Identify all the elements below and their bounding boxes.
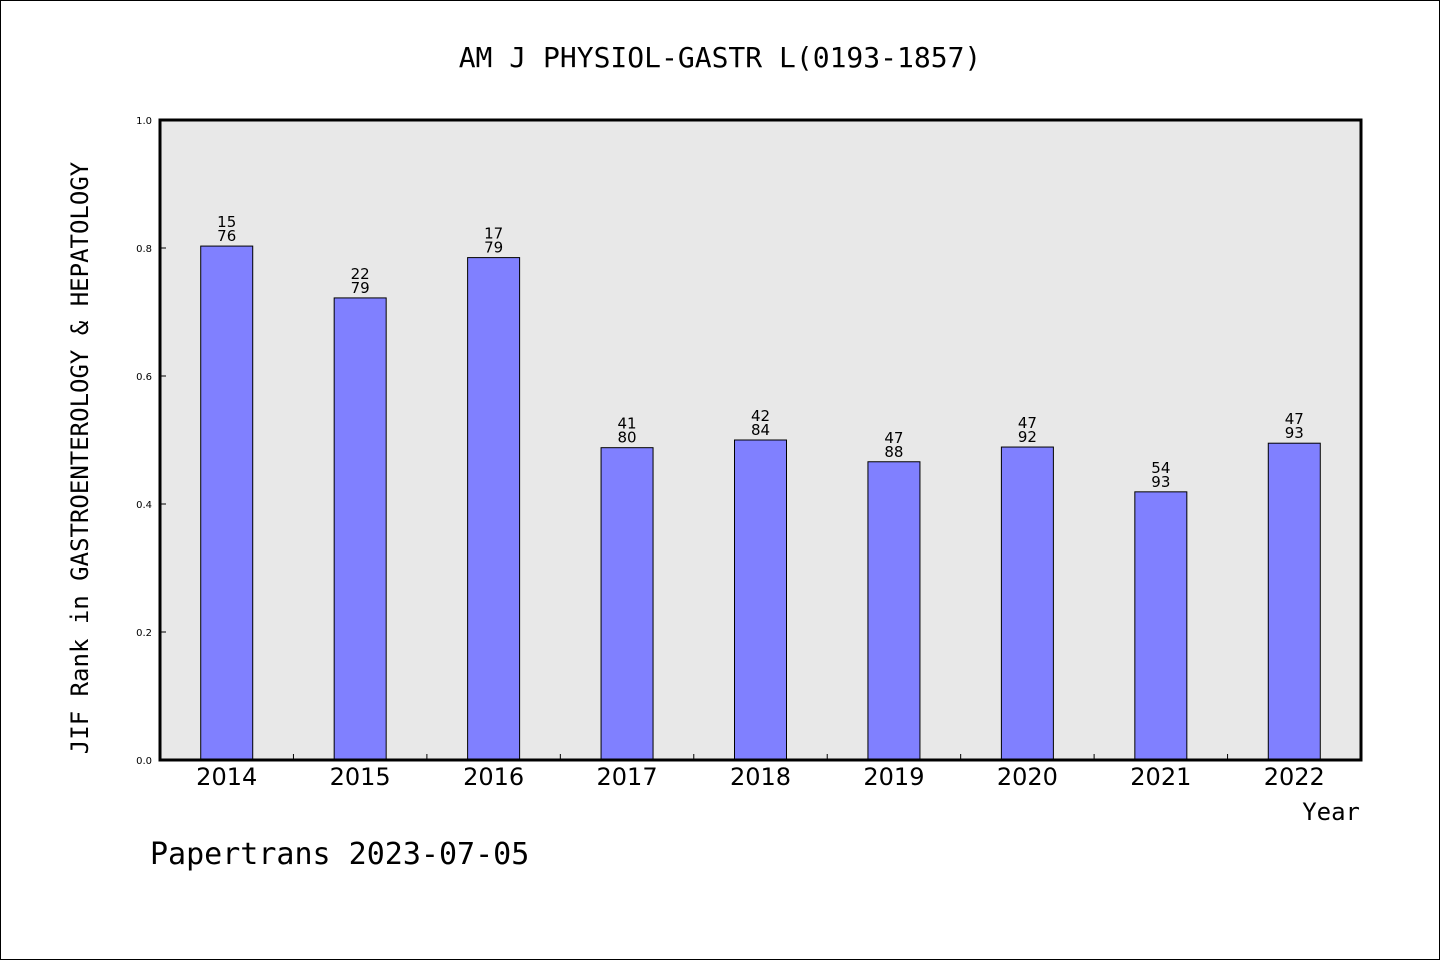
footer-date-stamp: Papertrans 2023-07-05 — [150, 837, 529, 872]
bar — [1134, 491, 1188, 761]
y-tick-label: 0.4 — [136, 500, 152, 511]
bar-label-rank: 41 — [618, 415, 637, 433]
bar-label-total: 84 — [751, 421, 770, 439]
bar-label-total: 93 — [1285, 424, 1304, 442]
bar-label-total: 80 — [618, 429, 637, 447]
x-tick-label: 2018 — [730, 763, 791, 791]
bar-label-rank: 15 — [217, 213, 236, 231]
x-tick-label: 2020 — [997, 763, 1058, 791]
y-tick-label: 0.6 — [136, 372, 152, 383]
plot-border — [158, 118, 1363, 762]
bar-label-rank: 42 — [751, 407, 770, 425]
bar — [467, 257, 521, 761]
bar — [734, 439, 787, 761]
x-axis-ticks: 2014 2015 2016 2017 2018 2019 2020 2021 2022 — [196, 754, 1325, 791]
bar-label-rank: 47 — [1285, 410, 1304, 428]
bar — [1267, 442, 1321, 761]
bar-label-rank: 47 — [884, 429, 903, 447]
bar-label-total: 88 — [884, 443, 903, 461]
bar — [600, 447, 654, 761]
bars — [200, 245, 1321, 761]
x-tick-label: 2016 — [463, 763, 524, 791]
y-tick-label: 0.0 — [136, 756, 152, 767]
bar — [333, 297, 387, 761]
bar-label-rank: 17 — [484, 225, 503, 243]
bar-label-total: 92 — [1018, 428, 1037, 446]
bar — [200, 245, 254, 761]
x-tick-label: 2022 — [1264, 763, 1325, 791]
y-tick-label: 1.0 — [136, 116, 152, 127]
bar-label-total: 79 — [484, 239, 503, 257]
x-tick-label: 2015 — [330, 763, 391, 791]
y-axis-title: JIF Rank in GASTROENTEROLOGY & HEPATOLOG… — [66, 161, 94, 754]
bar-label-total: 79 — [351, 279, 370, 297]
y-tick-label: 0.2 — [136, 628, 152, 639]
bar-label-rank: 22 — [351, 265, 370, 283]
x-tick-label: 2021 — [1130, 763, 1191, 791]
x-tick-label: 2019 — [863, 763, 924, 791]
x-tick-label: 2017 — [597, 763, 658, 791]
y-tick-label: 0.8 — [136, 244, 152, 255]
bar-label-rank: 47 — [1018, 414, 1037, 432]
bar — [1000, 446, 1054, 761]
chart-title: AM J PHYSIOL-GASTR L(0193-1857) — [459, 41, 982, 74]
x-tick-label: 2014 — [196, 763, 257, 791]
bar-label-total: 76 — [217, 227, 236, 245]
bar — [867, 461, 921, 761]
bar-label-total: 93 — [1151, 473, 1170, 491]
bar-label-rank: 54 — [1151, 459, 1170, 477]
x-axis-title: Year — [1302, 798, 1360, 826]
